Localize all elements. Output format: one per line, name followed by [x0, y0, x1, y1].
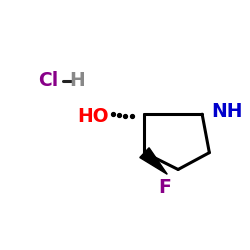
Text: F: F — [158, 178, 171, 197]
Text: NH: NH — [212, 102, 243, 121]
Text: H: H — [69, 71, 85, 90]
Polygon shape — [140, 148, 167, 174]
Text: Cl: Cl — [38, 71, 58, 90]
Text: HO: HO — [77, 107, 108, 126]
